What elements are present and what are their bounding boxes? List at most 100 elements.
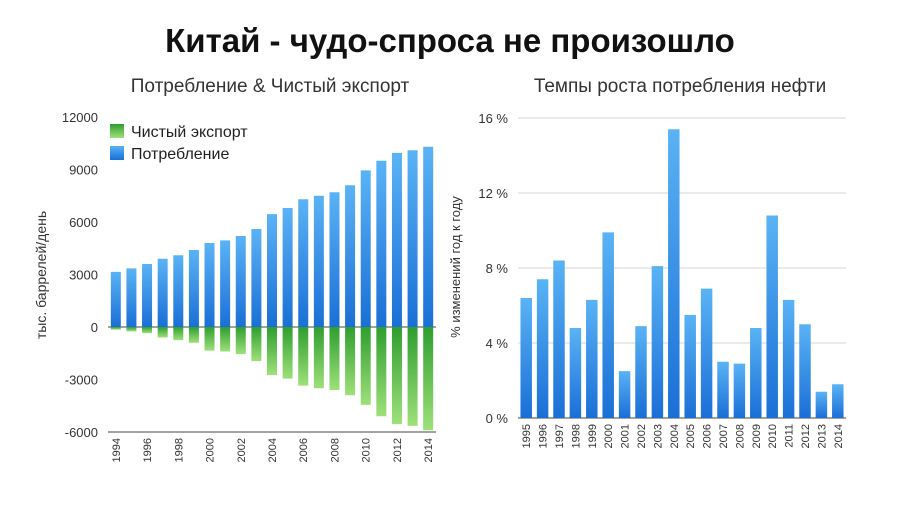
x-tick-label: 1996 — [142, 438, 154, 462]
consumption-bar — [423, 146, 434, 327]
growth-bar — [799, 324, 811, 418]
net-export-bar — [391, 327, 402, 425]
growth-bar — [782, 299, 795, 418]
y-tick-label: 0 — [91, 320, 98, 335]
net-export-bar — [345, 327, 356, 396]
growth-bar — [668, 129, 680, 418]
growth-bar — [733, 363, 746, 418]
x-tick-label: 2007 — [718, 424, 730, 448]
net-export-bar — [173, 327, 184, 341]
net-export-bar — [267, 327, 277, 376]
x-tick-label: 2008 — [734, 424, 746, 448]
consumption-bar — [251, 229, 262, 327]
net-export-bar — [157, 327, 168, 338]
x-tick-label: 2006 — [702, 424, 714, 448]
y-tick-label: 12 % — [478, 186, 508, 201]
growth-bar — [684, 314, 696, 418]
consumption-bar — [188, 250, 199, 327]
x-tick-label: 2014 — [423, 438, 435, 462]
net-export-bar — [110, 327, 121, 330]
net-export-bar — [329, 327, 340, 390]
y-tick-label: 4 % — [486, 336, 509, 351]
x-tick-label: 1998 — [570, 424, 582, 448]
consumption-bar — [110, 271, 121, 327]
net-export-bar — [220, 327, 231, 352]
x-tick-label: 2000 — [205, 438, 217, 462]
consumption-bar — [360, 170, 371, 327]
left-chart: -6000 -3000 0 3000 6000 9000 12000 1994 1996 1998… — [33, 110, 436, 462]
net-export-bar — [188, 327, 199, 343]
consumption-bar — [313, 195, 324, 327]
consumption-bar — [282, 208, 293, 327]
legend-net-export-swatch — [110, 124, 124, 138]
consumption-bar — [126, 268, 137, 327]
net-export-bar — [235, 327, 246, 355]
net-export-bar — [407, 327, 418, 426]
right-chart: 0 % 4 % 8 % 12 % 16 % 1995 1996 1997 1998 1999 200… — [448, 111, 846, 448]
x-tick-label: 1997 — [554, 424, 566, 448]
growth-bar — [602, 232, 614, 418]
x-tick-label: 2004 — [669, 424, 681, 448]
consumption-bar — [173, 255, 184, 327]
net-export-bar — [423, 327, 434, 431]
x-tick-label: 2003 — [652, 424, 664, 448]
x-tick-label: 2013 — [816, 424, 828, 448]
growth-bar — [586, 299, 598, 418]
y-tick-label: 0 % — [486, 411, 509, 426]
y-tick-label: 8 % — [486, 261, 509, 276]
x-tick-label: 2005 — [685, 424, 697, 448]
net-export-bar — [251, 327, 262, 362]
consumption-bar — [157, 258, 168, 327]
x-tick-label: 2010 — [361, 438, 373, 462]
growth-bar — [815, 391, 828, 418]
y-tick-label: 6000 — [69, 215, 98, 230]
slide-title: Китай - чудо-спроса не произошло — [165, 22, 735, 59]
x-tick-label: 2009 — [751, 424, 763, 448]
consumption-bar — [345, 185, 356, 327]
x-tick-label: 2001 — [620, 424, 632, 448]
y-tick-label: -3000 — [65, 373, 98, 388]
growth-bar — [553, 260, 565, 418]
net-export-bar — [142, 327, 153, 334]
x-tick-label: 1995 — [521, 424, 533, 448]
y-tick-label: -6000 — [65, 425, 98, 440]
y-tick-label: 12000 — [62, 110, 98, 125]
left-chart-title: Потребление & Чистый экспорт — [130, 76, 410, 97]
legend-net-export-label: Чистый экспорт — [131, 124, 248, 141]
consumption-bar — [298, 199, 309, 327]
consumption-bar — [204, 243, 215, 327]
net-export-bar — [313, 327, 324, 389]
right-y-axis-label: % изменений год к году — [448, 196, 463, 338]
x-tick-label: 2011 — [784, 424, 796, 448]
left-y-axis-label: тыс. баррелей/день — [33, 211, 49, 339]
net-export-bar — [298, 327, 309, 386]
growth-bar — [750, 328, 762, 418]
x-tick-label: 2008 — [329, 438, 341, 462]
y-tick-label: 16 % — [478, 111, 508, 126]
growth-bar — [651, 266, 664, 418]
x-tick-label: 2002 — [236, 438, 248, 462]
y-tick-label: 9000 — [69, 163, 98, 178]
legend-consumption-label: Потребление — [131, 146, 229, 163]
x-tick-label: 2006 — [298, 438, 310, 462]
consumption-bar — [391, 152, 402, 327]
right-chart-title: Темпы роста потребления нефти — [533, 76, 827, 97]
x-tick-label: 2000 — [603, 424, 615, 448]
x-tick-label: 2012 — [392, 438, 404, 462]
growth-bar — [766, 215, 778, 418]
consumption-bar — [407, 150, 418, 327]
net-export-bar — [360, 327, 371, 405]
consumption-bar — [142, 264, 153, 327]
consumption-bar — [235, 236, 246, 327]
growth-bar — [635, 326, 647, 418]
growth-bar — [832, 384, 844, 418]
growth-bar — [700, 288, 713, 418]
y-tick-label: 3000 — [69, 268, 98, 283]
x-tick-label: 1999 — [587, 424, 599, 448]
x-tick-label: 2012 — [800, 424, 812, 448]
growth-bar — [536, 279, 549, 418]
net-export-bar — [204, 327, 215, 351]
consumption-bar — [220, 240, 231, 327]
net-export-bar — [376, 327, 387, 417]
